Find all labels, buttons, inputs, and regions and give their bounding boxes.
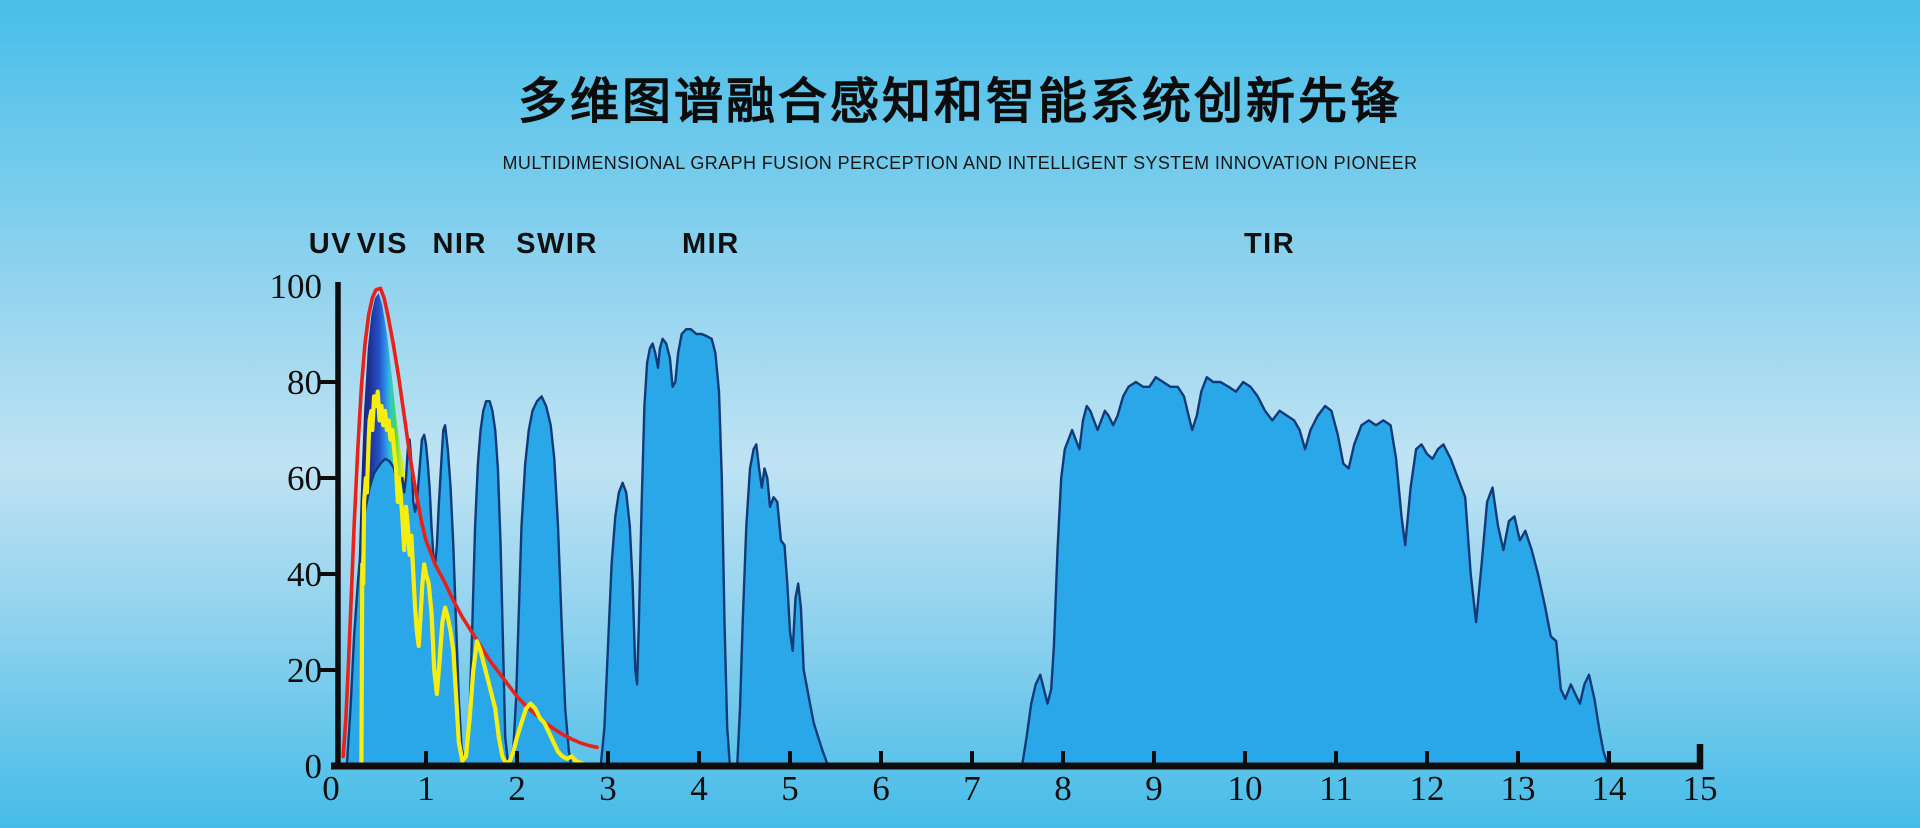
x-tick-label-1: 1 xyxy=(417,769,435,808)
x-tick-label-11: 11 xyxy=(1319,769,1353,808)
x-tick-label-2: 2 xyxy=(508,769,526,808)
y-tick-label-40: 40 xyxy=(287,555,322,594)
x-tick-label-14: 14 xyxy=(1592,769,1627,808)
y-tick-label-20: 20 xyxy=(287,651,322,690)
x-tick-label-3: 3 xyxy=(599,769,617,808)
x-tick-label-5: 5 xyxy=(781,769,799,808)
band-label-vis: VIS xyxy=(357,228,408,260)
x-tick-label-0: 0 xyxy=(322,769,340,808)
solar-spectrum-curve xyxy=(359,389,585,769)
x-tick-label-15: 15 xyxy=(1683,769,1718,808)
page-subtitle: MULTIDIMENSIONAL GRAPH FUSION PERCEPTION… xyxy=(502,153,1418,173)
band-label-uv: UV xyxy=(309,228,352,260)
x-tick-label-12: 12 xyxy=(1410,769,1445,808)
x-tick-label-9: 9 xyxy=(1145,769,1163,808)
band-label-mir: MIR xyxy=(682,228,740,260)
page-title: 多维图谱融合感知和智能系统创新先锋 xyxy=(517,75,1402,129)
y-tick-label-0: 0 xyxy=(305,747,323,786)
x-tick-label-4: 4 xyxy=(690,769,708,808)
y-tick-label-80: 80 xyxy=(287,363,322,402)
x-tick-label-10: 10 xyxy=(1228,769,1263,808)
band-label-nir: NIR xyxy=(432,228,486,260)
x-tick-label-6: 6 xyxy=(872,769,890,808)
band-label-tir: TIR xyxy=(1244,228,1295,260)
x-tick-label-8: 8 xyxy=(1054,769,1072,808)
x-tick-label-13: 13 xyxy=(1501,769,1536,808)
y-tick-label-60: 60 xyxy=(287,459,322,498)
x-tick-label-7: 7 xyxy=(963,769,981,808)
band-label-swir: SWIR xyxy=(516,228,598,260)
transmission-area xyxy=(345,328,1702,768)
y-tick-label-100: 100 xyxy=(270,267,323,306)
